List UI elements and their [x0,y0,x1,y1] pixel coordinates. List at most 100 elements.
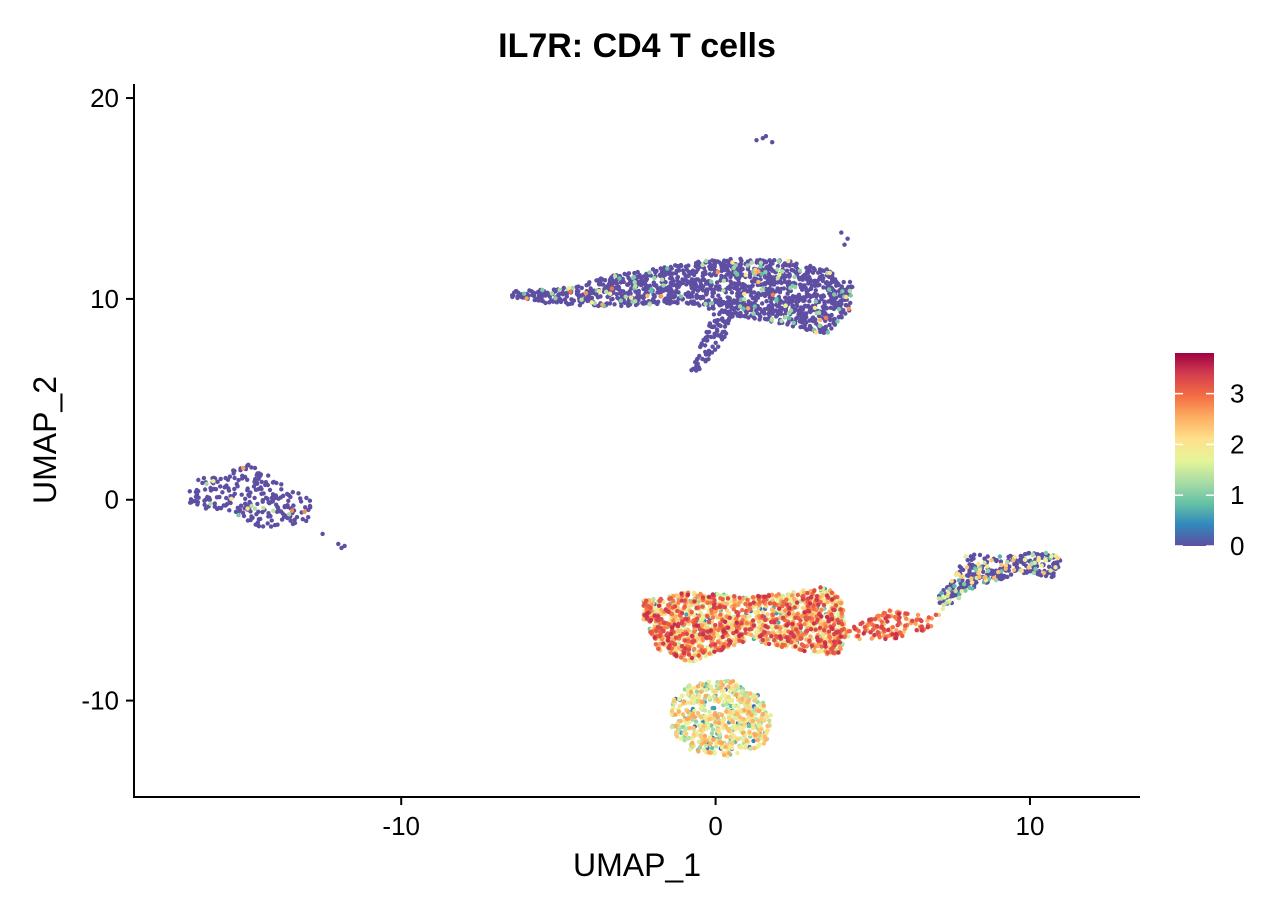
cell-point [836,307,842,312]
cell-point [817,625,823,631]
cell-point [717,260,722,265]
cell-point [708,628,713,633]
cell-point [902,626,908,632]
cell-point [669,708,675,714]
cell-point [697,286,703,291]
cell-point [801,317,807,322]
cell-point [668,631,674,637]
cell-point [648,618,654,623]
cell-point [681,650,687,656]
cell-point [336,541,341,547]
cell-point [682,657,687,662]
cell-point [816,310,822,315]
cell-point [1055,555,1061,561]
cell-point [832,322,838,327]
cell-point [1008,572,1014,577]
cell-point [801,298,806,304]
cell-point [756,594,761,599]
cell-point [964,565,970,570]
cell-point [787,272,792,277]
cell-point [825,650,830,655]
cell-point [747,602,753,607]
cell-point [734,629,739,634]
cell-point [663,607,668,612]
cell-point [743,272,748,278]
cell-point [691,629,697,634]
cell-point [712,347,718,352]
cell-point [208,501,213,506]
cell-point [702,708,708,713]
cell-point [540,287,545,293]
cell-point [690,639,695,644]
y-tick-label: -10 [81,686,119,716]
y-axis-title: UMAP_2 [27,376,63,504]
cell-point [672,294,677,299]
cell-point [824,315,829,321]
cell-point [763,640,768,646]
cell-point [895,623,900,628]
cell-point [768,619,774,625]
cell-point [695,711,701,716]
cell-point [736,725,741,731]
cell-point [553,296,558,301]
cell-point [749,712,754,718]
cell-point [783,295,788,300]
cell-point [772,637,777,643]
cell-point [633,283,638,289]
cell-point [339,545,344,551]
cell-point [883,636,888,642]
cell-point [804,294,809,299]
cell-point [903,611,908,616]
cell-point [737,638,742,643]
cell-point [747,272,753,277]
cell-point [676,600,681,605]
cell-point [260,509,265,515]
cell-point [729,290,735,295]
cell-point [276,496,281,501]
cell-point [248,517,253,523]
cell-point [893,635,899,641]
cell-point [202,502,207,507]
cell-point [712,598,717,603]
cell-point [813,288,818,293]
cell-point [222,485,227,490]
cell-point [221,503,226,508]
cell-point [1039,563,1044,568]
cell-point [656,603,662,608]
cell-point [827,634,832,639]
cell-point [703,359,708,364]
cell-point [954,571,960,576]
cell-point [767,258,772,263]
cell-point [784,623,790,628]
cell-point [777,272,782,277]
cell-point [677,633,683,639]
cell-point [817,323,822,328]
cell-point [826,629,832,634]
cell-point [655,607,661,613]
cell-point [245,486,250,491]
cell-point [748,300,753,306]
cell-point [714,280,720,285]
cell-point [686,604,692,609]
cell-point [249,503,254,509]
cell-point [201,475,207,481]
cell-point [700,682,706,687]
cell-point [268,524,274,529]
cell-point [576,284,581,289]
cell-point [265,482,270,488]
cell-point [671,705,676,710]
cell-point [712,264,717,269]
cell-point [786,315,792,321]
cell-point [685,736,690,741]
cell-point [673,614,678,619]
cell-point [674,734,680,739]
cell-point [774,634,779,639]
cell-point [196,477,201,483]
cell-point [949,579,954,584]
cell-point [812,282,817,287]
cell-point [1036,555,1041,561]
cell-point [652,275,657,281]
cell-point [659,617,664,622]
cell-point [784,263,790,268]
cell-point [657,641,663,646]
